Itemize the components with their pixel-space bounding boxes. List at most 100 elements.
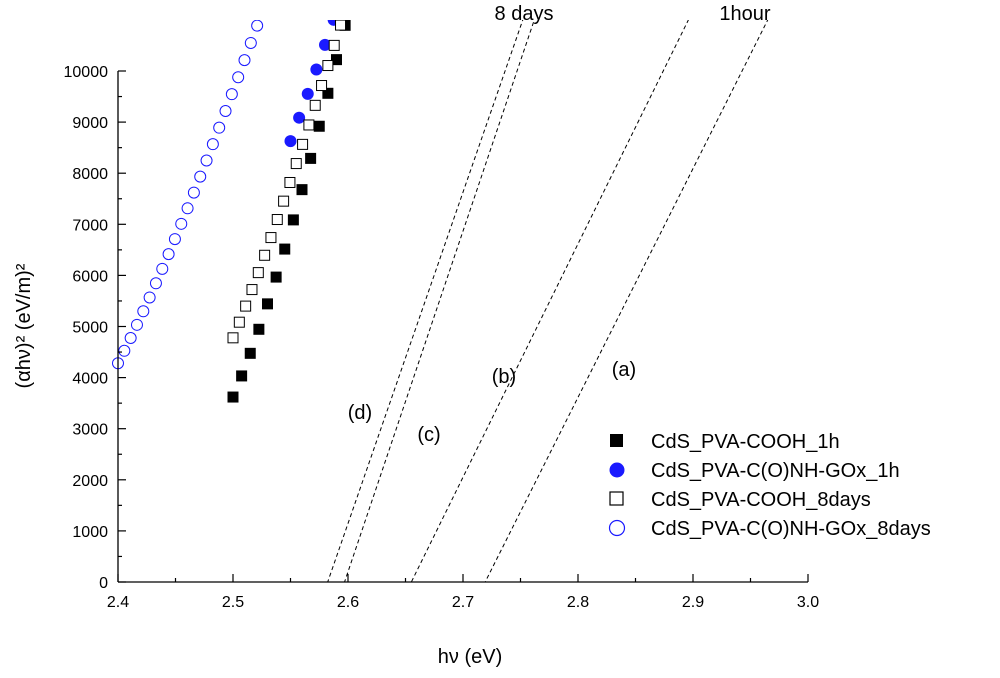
x-axis-title: hν (eV) bbox=[438, 646, 502, 668]
x-tick-label: 3.0 bbox=[797, 594, 819, 611]
series-filled-square bbox=[227, 20, 351, 403]
legend-label-cooh-1h: CdS_PVA-COOH_1h bbox=[651, 431, 840, 453]
y-tick-label: 7000 bbox=[72, 217, 108, 234]
data-point bbox=[130, 318, 143, 331]
y-tick-label: 10000 bbox=[64, 64, 109, 81]
x-tick-label: 2.4 bbox=[107, 594, 129, 611]
data-point bbox=[270, 271, 282, 283]
fit-lines bbox=[327, 20, 769, 582]
x-tick-label: 2.9 bbox=[682, 594, 704, 611]
data-point bbox=[287, 214, 299, 226]
data-point bbox=[251, 20, 264, 32]
y-tick-label: 3000 bbox=[72, 422, 108, 439]
data-point bbox=[244, 36, 257, 49]
y-axis-title: (αhν)² (eV/m)² bbox=[13, 263, 35, 388]
y-tick-label: 6000 bbox=[72, 268, 108, 285]
data-point bbox=[296, 184, 308, 196]
data-point bbox=[124, 331, 137, 344]
data-point bbox=[118, 344, 131, 357]
x-tick-label: 2.8 bbox=[567, 594, 589, 611]
data-point bbox=[259, 249, 271, 261]
data-point bbox=[319, 38, 331, 51]
data-point bbox=[313, 120, 325, 132]
y-tick-label: 2000 bbox=[72, 473, 108, 490]
data-point bbox=[252, 267, 264, 279]
x-tick-label: 2.5 bbox=[222, 594, 244, 611]
data-point bbox=[278, 195, 290, 207]
y-tick-label: 1000 bbox=[72, 524, 108, 541]
data-point bbox=[301, 87, 314, 100]
data-point bbox=[200, 154, 213, 167]
data-point bbox=[303, 119, 315, 131]
data-point bbox=[233, 316, 245, 328]
data-point bbox=[219, 104, 232, 117]
data-point bbox=[316, 80, 328, 92]
data-point bbox=[143, 291, 156, 304]
legend-label-cooh-8days: CdS_PVA-COOH_8days bbox=[651, 489, 871, 511]
legend-marker-filled-circle bbox=[609, 462, 625, 478]
data-point bbox=[335, 20, 347, 31]
x-tick-label: 2.7 bbox=[452, 594, 474, 611]
y-axis-ticks: 0 1000 2000 3000 4000 5000 6000 7000 8000 9000 100… bbox=[64, 64, 126, 592]
legend-label-goxx-8days: CdS_PVA-C(O)NH-GOx_8days bbox=[651, 518, 931, 540]
tangent-fit-line bbox=[484, 20, 769, 582]
legend-marker-filled-square bbox=[610, 434, 623, 447]
series-layer bbox=[112, 0, 352, 403]
data-point bbox=[181, 202, 194, 215]
data-point bbox=[279, 243, 291, 255]
series-open-circle bbox=[112, 3, 269, 370]
data-point bbox=[290, 158, 302, 170]
data-point bbox=[322, 60, 334, 72]
x-tick-label: 2.6 bbox=[337, 594, 359, 611]
data-point bbox=[253, 323, 265, 335]
data-point bbox=[149, 277, 162, 290]
data-point bbox=[240, 300, 252, 312]
data-point bbox=[297, 138, 309, 150]
data-point bbox=[284, 135, 297, 148]
data-point bbox=[236, 370, 248, 382]
x-axis-ticks: 2.4 2.5 2.6 2.7 2.8 2.9 3.0 bbox=[107, 574, 819, 611]
annotation-1hour: 1hour bbox=[719, 3, 770, 25]
data-point bbox=[194, 170, 207, 183]
data-point bbox=[227, 332, 239, 344]
data-point bbox=[156, 262, 169, 275]
data-point bbox=[244, 347, 256, 359]
tangent-fit-line bbox=[410, 20, 689, 582]
data-point bbox=[168, 233, 181, 246]
data-point bbox=[175, 217, 188, 230]
data-point bbox=[225, 88, 238, 101]
data-point bbox=[293, 111, 306, 124]
data-point bbox=[310, 63, 323, 76]
data-point bbox=[227, 391, 239, 403]
annotation-d: (d) bbox=[348, 402, 372, 424]
y-tick-label: 8000 bbox=[72, 166, 108, 183]
data-point bbox=[262, 298, 273, 310]
data-point bbox=[187, 186, 200, 199]
data-point bbox=[137, 305, 150, 318]
tangent-fit-line bbox=[344, 20, 535, 582]
y-tick-label: 4000 bbox=[72, 371, 108, 388]
series-open-square bbox=[227, 0, 352, 344]
data-point bbox=[271, 214, 283, 226]
tangent-fit-line bbox=[327, 20, 524, 582]
y-tick-label: 9000 bbox=[72, 115, 108, 132]
data-point bbox=[309, 99, 321, 111]
data-point bbox=[284, 176, 296, 188]
annotation-c: (c) bbox=[417, 424, 440, 446]
annotation-b: (b) bbox=[492, 366, 516, 388]
legend-label-goxx-1h: CdS_PVA-C(O)NH-GOx_1h bbox=[651, 460, 900, 482]
data-point bbox=[265, 232, 277, 244]
annotation-a: (a) bbox=[612, 359, 636, 381]
data-point bbox=[246, 284, 258, 296]
data-point bbox=[162, 248, 175, 261]
legend: CdS_PVA-COOH_1h CdS_PVA-C(O)NH-GOx_1h Cd… bbox=[608, 431, 931, 540]
data-point bbox=[258, 3, 269, 14]
legend-marker-open-square bbox=[609, 491, 624, 506]
data-point bbox=[232, 71, 245, 84]
data-point bbox=[238, 54, 251, 67]
data-point bbox=[331, 54, 342, 66]
annotation-8-days: 8 days bbox=[495, 3, 554, 25]
data-point bbox=[342, 0, 352, 10]
data-point bbox=[322, 87, 334, 99]
